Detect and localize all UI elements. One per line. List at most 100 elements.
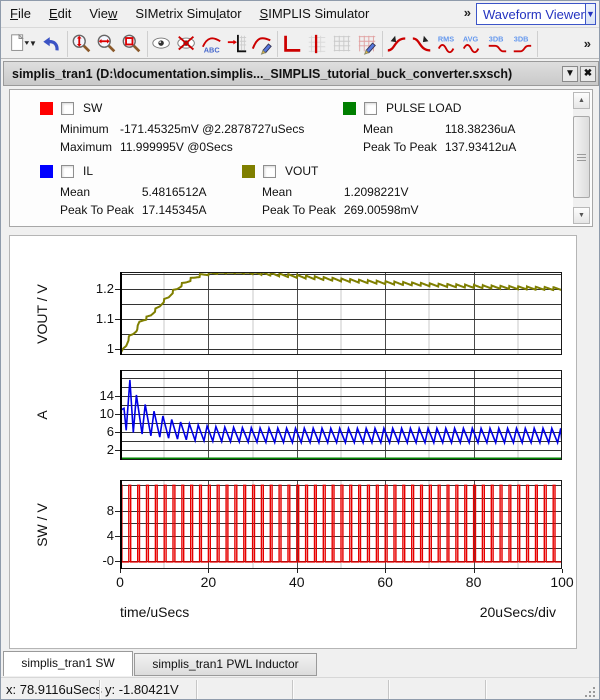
toolbar: ▼ ABC RMS AVG 3DB 3DB » [1, 29, 599, 59]
menu-items: File Edit View SIMetrix Simulator SIMPLIS Si… [1, 5, 378, 22]
stat-value: 269.00598mV [343, 203, 419, 217]
plot-vout-v[interactable] [120, 272, 562, 355]
scroll-up-button[interactable]: ▲ [573, 92, 590, 109]
plot-sw-v[interactable] [120, 480, 562, 569]
y-tick-mark [115, 319, 120, 320]
hide-curve-button[interactable] [175, 32, 200, 56]
status-separator [485, 680, 486, 699]
scroll-down-button[interactable]: ▼ [573, 207, 590, 224]
svg-text:3DB: 3DB [489, 34, 504, 43]
y-tick-label: -0 [102, 552, 114, 568]
measure-3db-high-button[interactable]: 3DB [510, 32, 535, 56]
label-curve-button[interactable]: ABC [200, 32, 225, 56]
y-tick-label: 8 [106, 502, 114, 518]
curve-options-button[interactable] [250, 32, 275, 56]
chevron-down-icon[interactable]: ▼ [29, 39, 37, 48]
stat-label: Minimum [60, 122, 109, 136]
y-tick-label: 10 [99, 406, 114, 422]
zoom-y-fit-button[interactable] [70, 32, 95, 56]
x-tick-mark [297, 569, 298, 573]
add-axis-button[interactable] [280, 32, 305, 56]
curve-checkbox[interactable] [61, 101, 74, 115]
y-tick-mark [115, 289, 120, 290]
curve-checkbox[interactable] [263, 164, 276, 178]
x-tick-mark [208, 569, 209, 573]
curve-name: VOUT [285, 164, 319, 178]
curve-il[interactable] [120, 379, 562, 459]
x-tick-label: 80 [465, 574, 482, 590]
plot-a[interactable] [120, 370, 562, 460]
undo-icon [43, 36, 60, 51]
combo-arrow-button[interactable]: ▼ [584, 4, 595, 24]
document-title-bar[interactable]: simplis_tran1 (D:\documentation.simplis.… [3, 61, 599, 86]
chevron-down-icon: ▼ [585, 9, 595, 19]
x-tick-mark [120, 569, 121, 573]
legend-scrollbar[interactable]: ▲ ▼ [573, 92, 590, 224]
curve-checkbox[interactable] [364, 101, 377, 115]
menu-overflow-chevron[interactable]: » [463, 5, 471, 20]
status-bar: x: 78.9116uSecs y: -1.80421V [1, 677, 599, 699]
move-curve-to-axis-button[interactable] [225, 32, 250, 56]
status-separator [292, 680, 293, 699]
grid-options-button[interactable] [355, 32, 380, 56]
resize-grip[interactable] [585, 687, 597, 699]
x-tick-mark [474, 569, 475, 573]
close-button[interactable]: ✖ [580, 65, 596, 82]
curve-checkbox[interactable] [61, 164, 74, 178]
y-tick-mark [115, 432, 120, 433]
y-tick-label: 6 [106, 424, 114, 440]
y-tick-label: 2 [106, 442, 114, 458]
y-axis-name: SW / V [34, 502, 50, 547]
curve-sw[interactable] [120, 484, 562, 563]
menu-simplis-simulator[interactable]: SIMPLIS Simulator [259, 6, 370, 21]
curve-color-swatch [40, 164, 53, 178]
y-tick-label: 14 [99, 388, 114, 404]
curve-color-swatch [343, 101, 356, 115]
measure-average-button[interactable]: AVG [460, 32, 485, 56]
stat-value: 5.4816512A [141, 185, 207, 199]
y-tick-label: 1.1 [95, 311, 114, 326]
legend-item-sw: SW Minimum -171.45325mV @2.2878727uSecs Max… [40, 100, 304, 154]
measure-rise-time-button[interactable] [385, 32, 410, 56]
y-tick-label: 1 [106, 341, 114, 356]
undo-button[interactable] [40, 32, 65, 56]
menu-view[interactable]: View [89, 6, 118, 21]
thumb-grip [577, 157, 586, 158]
show-curve-button[interactable] [150, 32, 175, 56]
menu-edit[interactable]: Edit [48, 6, 72, 21]
menu-simetrix-simulator[interactable]: SIMetrix Simulator [135, 6, 242, 21]
menu-file[interactable]: File [10, 6, 31, 21]
stat-label: Peak To Peak [262, 203, 336, 217]
x-tick-label: 60 [377, 574, 393, 590]
x-tick-label: 100 [550, 574, 574, 590]
x-tick-label: 20 [200, 574, 217, 590]
zoom-rectangle-button[interactable] [120, 32, 145, 56]
tab-simplis_tran1-pwl-inductor[interactable]: simplis_tran1 PWL Inductor [134, 653, 317, 676]
measure-rms-button[interactable]: RMS [435, 32, 460, 56]
add-cursor-button[interactable] [305, 32, 330, 56]
zoom-rectangle-icon [123, 34, 141, 52]
new-waveform-document-button[interactable] [6, 32, 31, 56]
curve-stats: Minimum -171.45325mV @2.2878727uSecs Maxim… [60, 122, 304, 154]
window-menu-button[interactable]: ▼ [562, 65, 578, 82]
measure-average-icon: AVG [463, 34, 480, 53]
measure-fall-time-button[interactable] [410, 32, 435, 56]
curve-color-swatch [40, 101, 53, 115]
y-tick-mark [115, 511, 120, 512]
curve-color-swatch [242, 164, 255, 178]
curve-vout[interactable] [120, 272, 562, 355]
curve-stats: Mean 1.2098221V Peak To Peak 269.00598mV [262, 185, 419, 217]
stat-label: Mean [363, 122, 394, 136]
toggle-grid-button[interactable] [330, 32, 355, 56]
graph-panel: time/uSecs 20uSecs/div 1.2 1.1 1 VOUT / V 14… [9, 235, 577, 649]
toolbar-overflow-chevron[interactable]: » [583, 36, 591, 51]
curve-name: IL [83, 164, 94, 178]
viewer-mode-combo[interactable]: Waveform Viewer ▼ [476, 3, 596, 25]
curve-stats: Mean 118.38236uA Peak To Peak 137.93412uA [363, 122, 516, 154]
legend-item-pulse-load: PULSE LOAD Mean 118.38236uA Peak To Peak 137… [343, 100, 516, 154]
zoom-x-fit-button[interactable] [95, 32, 120, 56]
measure-3db-low-button[interactable]: 3DB [485, 32, 510, 56]
scrollbar-thumb[interactable] [573, 116, 590, 198]
stat-value: 118.38236uA [444, 122, 516, 136]
tab-simplis_tran1-sw[interactable]: simplis_tran1 SW [3, 651, 133, 676]
